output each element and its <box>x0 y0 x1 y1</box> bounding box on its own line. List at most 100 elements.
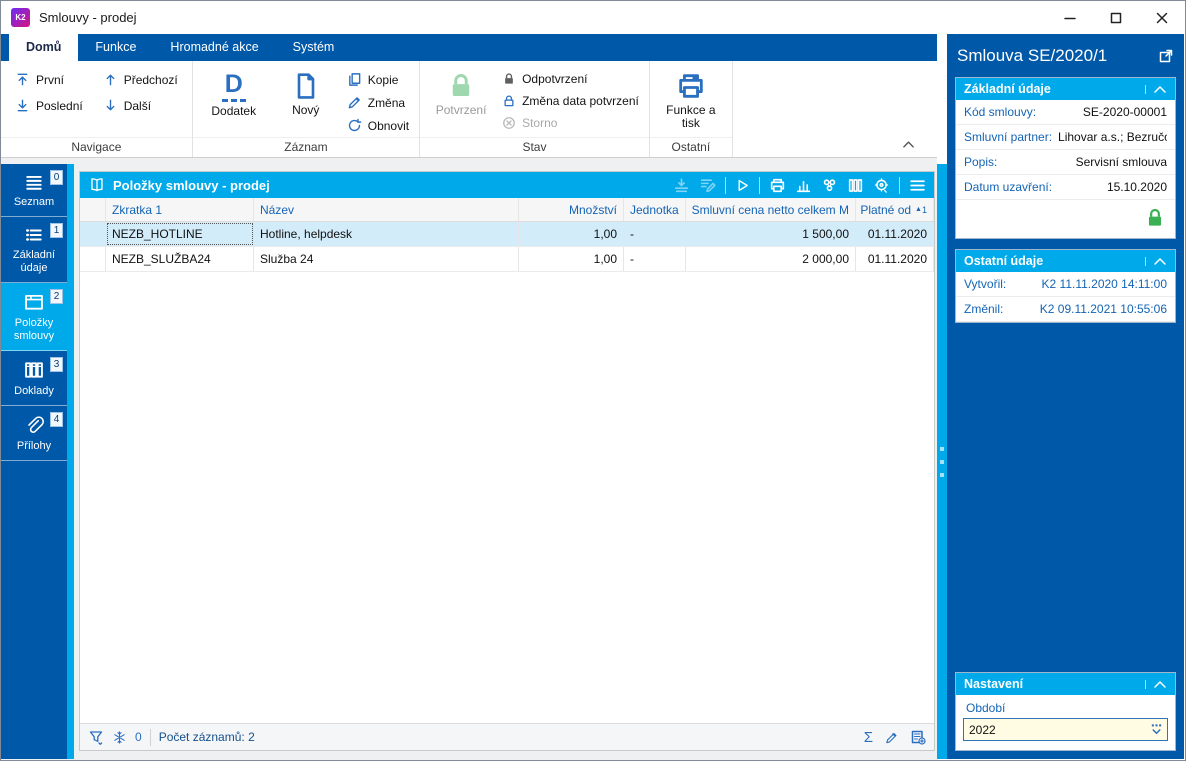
section-zakladni-udaje: Základní údaje Kód smlouvy: SE-2020-0000… <box>955 77 1176 239</box>
row-selector[interactable] <box>80 247 106 271</box>
zmena-data-potvrzeni-button[interactable]: Změna data potvrzení <box>502 94 639 108</box>
sidebar-item-label: Přílohy <box>16 440 52 452</box>
cell-platne-od[interactable]: 01.11.2020 <box>856 247 934 271</box>
close-button[interactable] <box>1139 1 1185 34</box>
funkce-a-tisk-button[interactable]: Funkce a tisk <box>660 68 722 137</box>
section-header[interactable]: Nastavení <box>956 673 1175 695</box>
workflow-icon[interactable] <box>821 177 838 194</box>
cell-jednotka[interactable]: - <box>624 222 686 246</box>
tab-hromadne-akce[interactable]: Hromadné akce <box>170 40 259 54</box>
odpotvrzeni-button[interactable]: Odpotvrzení <box>502 72 639 86</box>
column-platne-od[interactable]: Platné od ▲ 1 <box>856 198 934 221</box>
tab-domu[interactable]: Domů <box>9 34 79 61</box>
column-mnozstvi[interactable]: Množství <box>519 198 624 221</box>
cell-cena[interactable]: 2 000,00 <box>686 247 856 271</box>
field-smluvni-partner[interactable]: Smluvní partner: Lihovar a.s.; Bezručo..… <box>956 125 1175 150</box>
field-kod-smlouvy[interactable]: Kód smlouvy: SE-2020-00001 <box>956 100 1175 125</box>
cell-cena[interactable]: 1 500,00 <box>686 222 856 246</box>
tab-funkce[interactable]: Funkce <box>95 40 137 54</box>
ribbon-collapse-chevron-icon[interactable] <box>902 140 915 149</box>
previous-button[interactable]: Předchozí <box>103 72 178 87</box>
cell-mnozstvi[interactable]: 1,00 <box>519 247 624 271</box>
paperclip-icon <box>3 415 65 435</box>
column-nazev[interactable]: Název <box>254 198 519 221</box>
period-input[interactable] <box>963 718 1168 741</box>
sidebar-item-label: Doklady <box>14 385 54 397</box>
field-zmenil[interactable]: Změnil: K2 09.11.2021 10:55:06 <box>956 297 1175 322</box>
sidebar-item-seznam[interactable]: 0 Seznam <box>1 164 67 217</box>
potvrzeni-button[interactable]: Potvrzení <box>430 68 492 137</box>
tab-system[interactable]: Systém <box>292 40 335 54</box>
next-button[interactable]: Další <box>103 98 178 113</box>
columns-icon[interactable] <box>847 177 864 194</box>
last-button[interactable]: Poslední <box>15 98 83 113</box>
snowflake-icon[interactable] <box>112 730 127 745</box>
open-in-window-icon[interactable] <box>1158 48 1174 64</box>
column-cena[interactable]: Smluvní cena netto celkem M <box>686 198 856 221</box>
printer-icon <box>676 71 706 101</box>
lock-outline-icon <box>502 94 516 108</box>
kopie-button[interactable]: Kopie <box>347 72 409 87</box>
run-icon[interactable] <box>735 178 750 193</box>
group-label-zaznam: Záznam <box>192 137 420 157</box>
chevron-up-icon[interactable] <box>1145 256 1167 266</box>
field-vytvoril[interactable]: Vytvořil: K2 11.11.2020 14:11:00 <box>956 272 1175 297</box>
window-title: Smlouvy - prodej <box>39 10 137 25</box>
sidebar-item-prilohy[interactable]: 4 Přílohy <box>1 406 67 461</box>
minimize-button[interactable] <box>1047 1 1093 34</box>
table-column-header-row: Zkratka 1 Název Množství Jednotka Smluvn… <box>80 198 934 222</box>
sidebar-item-doklady[interactable]: 3 Doklady <box>1 351 67 406</box>
column-zkratka[interactable]: Zkratka 1 <box>106 198 254 221</box>
arrow-bar-up-icon <box>15 72 30 87</box>
table-toolbar <box>673 176 926 194</box>
cell-platne-od[interactable]: 01.11.2020 <box>856 222 934 246</box>
panel-splitter[interactable] <box>937 164 947 759</box>
menu-icon[interactable] <box>909 178 926 193</box>
add-note-icon[interactable] <box>910 729 926 745</box>
obnovit-button[interactable]: Obnovit <box>347 118 409 133</box>
settings-icon[interactable] <box>873 177 890 194</box>
print-icon[interactable] <box>769 177 786 194</box>
ribbon-tabbar: Domů Funkce Hromadné akce Systém <box>1 34 937 61</box>
chevron-up-icon[interactable] <box>1145 84 1167 94</box>
ribbon-group-navigace: První Předchozí Poslední Další <box>1 61 193 157</box>
edit-icon[interactable] <box>884 730 899 745</box>
table-row[interactable]: NEZB_HOTLINE Hotline, helpdesk 1,00 - 1 … <box>80 222 934 247</box>
cell-nazev[interactable]: Hotline, helpdesk <box>254 222 519 246</box>
sidebar-item-polozky-smlouvy[interactable]: 2 Položky smlouvy <box>1 283 67 351</box>
cell-nazev[interactable]: Služba 24 <box>254 247 519 271</box>
sidebar-splitter[interactable] <box>67 164 74 759</box>
sum-icon[interactable]: Σ <box>863 728 873 746</box>
section-header[interactable]: Ostatní údaje <box>956 250 1175 272</box>
dodatek-button[interactable]: D Dodatek <box>211 70 257 118</box>
ribbon-group-zaznam: D Dodatek Nový Kopie Změna <box>192 61 421 157</box>
sidebar-badge: 2 <box>50 289 63 304</box>
ribbon-group-stav: Potvrzení Odpotvrzení Změna data potvrze… <box>420 61 650 157</box>
field-datum-uzavreni[interactable]: Datum uzavření: 15.10.2020 <box>956 175 1175 200</box>
edit-record-icon[interactable] <box>699 177 716 194</box>
items-table-panel: Položky smlouvy - prodej Zkratka 1 Název… <box>79 171 935 751</box>
table-row[interactable]: NEZB_SLUŽBA24 Služba 24 1,00 - 2 000,00 … <box>80 247 934 272</box>
zmena-button[interactable]: Změna <box>347 95 409 110</box>
column-jednotka[interactable]: Jednotka <box>624 198 686 221</box>
import-icon[interactable] <box>673 177 690 194</box>
lock-dark-icon <box>502 72 516 86</box>
window-titlebar: K2 Smlouvy - prodej <box>1 1 1185 34</box>
cell-jednotka[interactable]: - <box>624 247 686 271</box>
field-popis[interactable]: Popis: Servisní smlouva <box>956 150 1175 175</box>
maximize-button[interactable] <box>1093 1 1139 34</box>
chart-icon[interactable] <box>795 177 812 194</box>
cell-zkratka[interactable]: NEZB_SLUŽBA24 <box>106 247 254 271</box>
filter-icon[interactable] <box>88 729 104 746</box>
sidebar-item-zakladni-udaje[interactable]: 1 Základní údaje <box>1 217 67 283</box>
row-selector[interactable] <box>80 222 106 246</box>
cell-zkratka[interactable]: NEZB_HOTLINE <box>106 222 254 246</box>
sidebar-badge: 0 <box>50 170 63 185</box>
novy-button[interactable]: Nový <box>275 68 337 137</box>
cell-mnozstvi[interactable]: 1,00 <box>519 222 624 246</box>
chevron-up-icon[interactable] <box>1145 679 1167 689</box>
sidebar-badge: 1 <box>50 223 63 238</box>
first-button[interactable]: První <box>15 72 83 87</box>
section-header[interactable]: Základní údaje <box>956 78 1175 100</box>
storno-button[interactable]: Storno <box>502 116 639 130</box>
